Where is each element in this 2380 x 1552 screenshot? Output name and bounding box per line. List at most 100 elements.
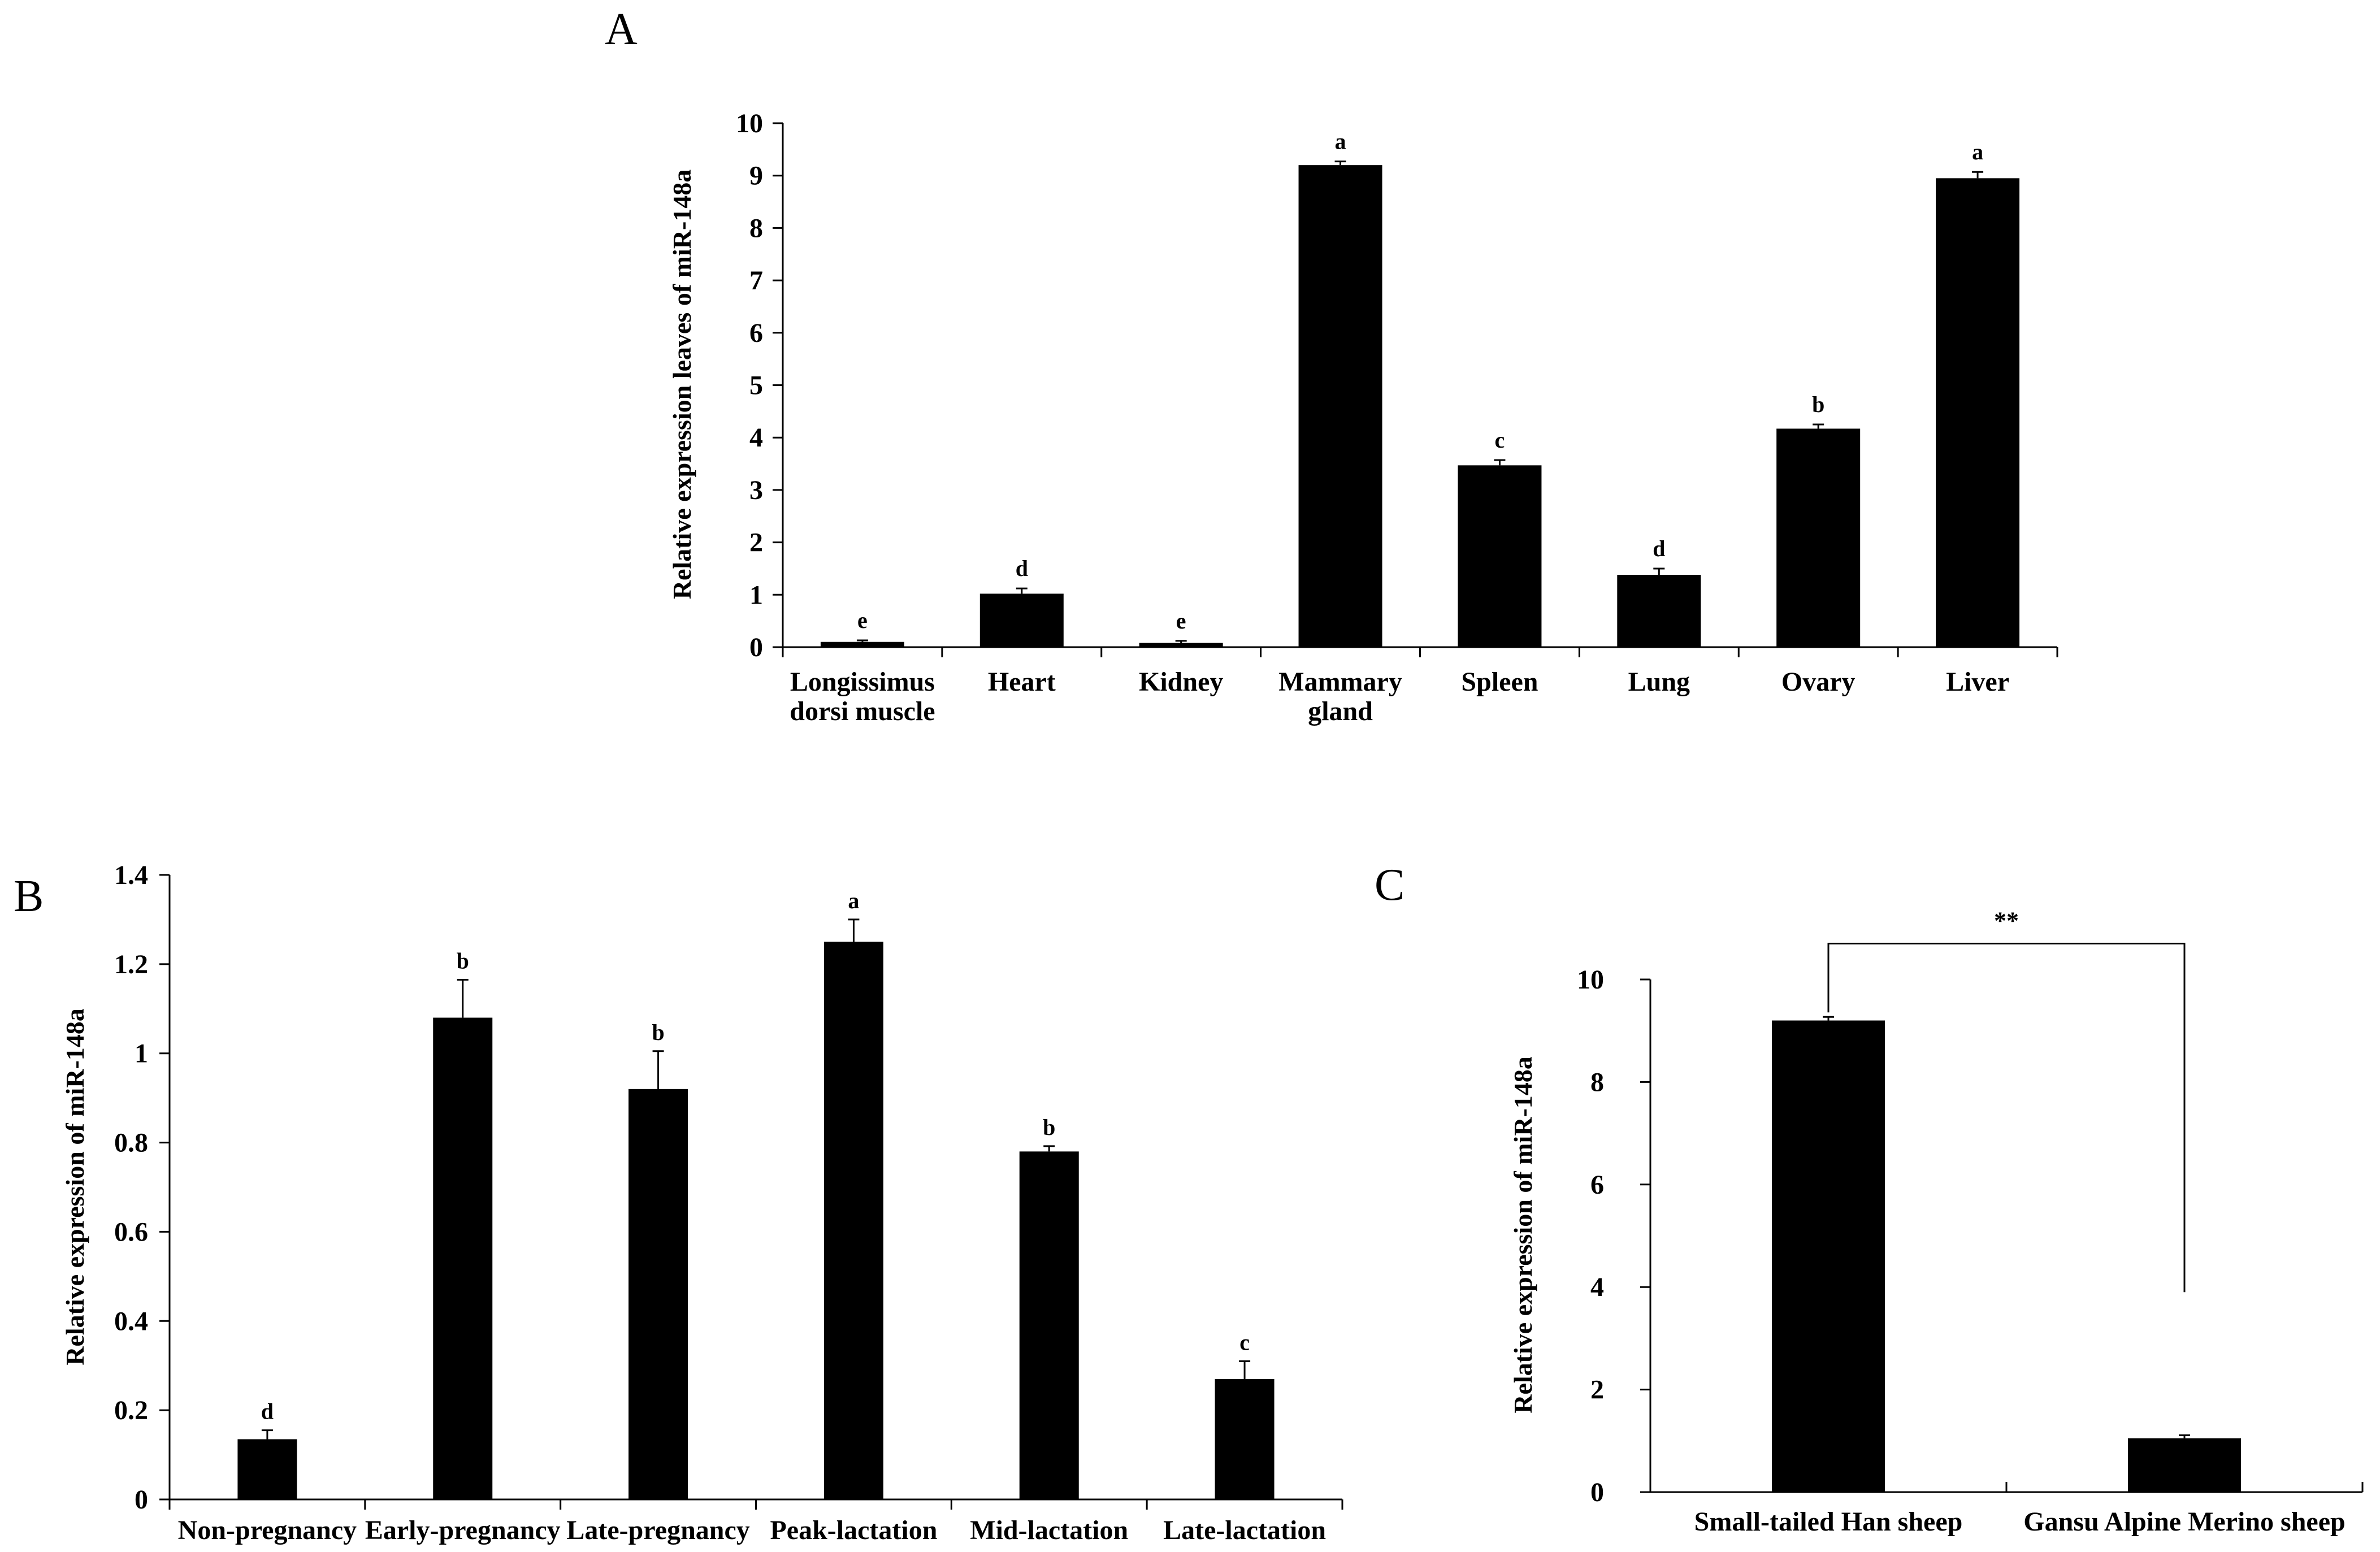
significance-marker-c: **	[1994, 907, 2019, 935]
y-tick-label-c: 10	[1577, 965, 1604, 995]
bar-b-4	[1019, 1151, 1079, 1499]
category-label-line: Mid-lactation	[970, 1515, 1128, 1545]
bar-a-6	[1776, 428, 1861, 647]
y-tick-label-b: 0.8	[114, 1128, 148, 1158]
y-tick-label-b: 0	[135, 1485, 148, 1515]
category-label-b-4: Mid-lactation	[970, 1515, 1128, 1545]
significance-letter-a-3: a	[1335, 129, 1346, 154]
y-tick-label-b: 1.2	[114, 950, 148, 979]
significance-letter-a-2: e	[1176, 608, 1186, 634]
bar-b-0	[237, 1439, 297, 1499]
bar-b-1	[433, 1017, 493, 1499]
y-tick-label-b: 0.6	[114, 1217, 148, 1247]
category-label-b-2: Late-pregnancy	[566, 1515, 749, 1545]
bar-b-3	[823, 942, 883, 1499]
category-label-c-1: Gansu Alpine Merino sheep	[2023, 1507, 2345, 1537]
y-tick-label-c: 4	[1590, 1272, 1604, 1302]
y-tick-label-a: 8	[749, 213, 763, 243]
y-tick-label-a: 6	[749, 318, 763, 348]
category-label-line: Liver	[1946, 667, 2009, 697]
bar-b-2	[628, 1089, 688, 1499]
significance-letter-a-0: e	[857, 608, 868, 633]
bar-a-3	[1298, 165, 1382, 647]
category-label-b-1: Early-pregnancy	[365, 1515, 561, 1545]
significance-letter-b-1: b	[457, 948, 469, 973]
category-label-c-0: Small-tailed Han sheep	[1694, 1507, 1963, 1537]
y-tick-label-a: 0	[749, 632, 763, 662]
y-tick-label-b: 0.4	[114, 1306, 148, 1336]
category-label-a-0: Longissimus dorsi muscle	[790, 667, 935, 726]
category-label-b-5: Late-lactation	[1163, 1515, 1326, 1545]
significance-letter-b-2: b	[652, 1020, 664, 1045]
significance-bracket-c	[1827, 943, 2186, 1293]
category-label-a-1: Heart	[988, 667, 1056, 697]
bar-a-0	[820, 641, 904, 647]
panel-letter-b: B	[14, 872, 44, 921]
significance-letter-a-6: b	[1812, 392, 1824, 417]
significance-letter-a-4: c	[1495, 427, 1505, 453]
significance-letter-b-3: a	[848, 888, 859, 913]
category-label-line: Mammary	[1278, 667, 1402, 697]
category-label-line: dorsi muscle	[790, 696, 935, 726]
category-label-a-4: Spleen	[1461, 667, 1538, 697]
category-label-line: Gansu Alpine Merino sheep	[2023, 1507, 2345, 1537]
bar-a-5	[1617, 575, 1701, 647]
y-axis-label-a: Relative expression leaves of miR-148a	[667, 170, 696, 600]
category-label-line: Longissimus	[790, 667, 935, 697]
y-tick-label-c: 2	[1590, 1375, 1604, 1405]
category-label-line: Early-pregnancy	[365, 1515, 561, 1545]
bar-b-5	[1215, 1378, 1274, 1499]
significance-letter-a-1: d	[1016, 556, 1028, 581]
y-tick-label-a: 4	[749, 423, 763, 453]
bar-a-4	[1458, 465, 1542, 647]
category-label-line: Non-pregnancy	[178, 1515, 357, 1545]
significance-letter-b-0: d	[261, 1399, 274, 1424]
bar-a-2	[1139, 643, 1223, 647]
category-label-line: Ovary	[1781, 667, 1856, 697]
category-label-a-3: Mammary gland	[1278, 667, 1402, 726]
y-tick-label-a: 1	[749, 580, 763, 610]
y-tick-label-c: 6	[1590, 1170, 1604, 1200]
category-label-a-2: Kidney	[1139, 667, 1223, 697]
category-label-line: Spleen	[1461, 667, 1538, 697]
y-tick-label-b: 1	[135, 1039, 148, 1069]
category-label-line: Heart	[988, 667, 1056, 697]
significance-letter-b-5: c	[1239, 1329, 1250, 1355]
bar-c-0	[1772, 1020, 1885, 1492]
y-tick-label-a: 10	[736, 109, 763, 138]
panel-letter-a: A	[605, 5, 638, 54]
category-label-line: Kidney	[1139, 667, 1223, 697]
y-tick-label-a: 5	[749, 371, 763, 401]
y-tick-label-c: 8	[1590, 1067, 1604, 1097]
y-tick-label-a: 9	[749, 161, 763, 191]
chart-panel-c: C 0 2 4 6 8 10 Relative expression of miR-148a…	[1375, 860, 2364, 1537]
category-label-b-3: Peak-lactation	[770, 1515, 937, 1545]
category-label-line: Late-pregnancy	[566, 1515, 749, 1545]
y-axis-label-b: Relative expression of miR-148a	[60, 1008, 89, 1365]
category-label-line: Peak-lactation	[770, 1515, 937, 1545]
category-label-a-6: Ovary	[1781, 667, 1856, 697]
y-tick-label-b: 1.4	[114, 860, 148, 890]
significance-letter-a-7: a	[1972, 139, 1983, 164]
bar-a-1	[979, 593, 1064, 647]
chart-panel-a: A 0 1 2 3 4 5 6 7 8 9 10 Relative expression leaves…	[605, 5, 2058, 726]
category-label-line: Late-lactation	[1163, 1515, 1326, 1545]
bar-a-7	[1936, 178, 2020, 648]
y-tick-label-a: 3	[749, 475, 763, 505]
category-label-a-5: Lung	[1628, 667, 1690, 697]
category-label-a-7: Liver	[1946, 667, 2009, 697]
category-label-line: gland	[1308, 696, 1373, 726]
y-tick-label-a: 2	[749, 528, 763, 558]
category-label-b-0: Non-pregnancy	[178, 1515, 357, 1545]
category-label-line: Small-tailed Han sheep	[1694, 1507, 1963, 1537]
chart-panel-b: B 0 0.2 0.4 0.6 0.8 1 1.2 1.4 Relative expressio…	[14, 860, 1343, 1545]
y-tick-label-c: 0	[1590, 1477, 1604, 1507]
y-tick-label-a: 7	[749, 266, 763, 296]
y-tick-label-b: 0.2	[114, 1395, 148, 1425]
bar-c-1	[2128, 1438, 2241, 1492]
y-axis-label-c: Relative expression of miR-148a	[1508, 1056, 1537, 1414]
significance-letter-b-4: b	[1043, 1115, 1055, 1140]
panel-letter-c: C	[1375, 860, 1404, 910]
significance-letter-a-5: d	[1653, 536, 1665, 561]
